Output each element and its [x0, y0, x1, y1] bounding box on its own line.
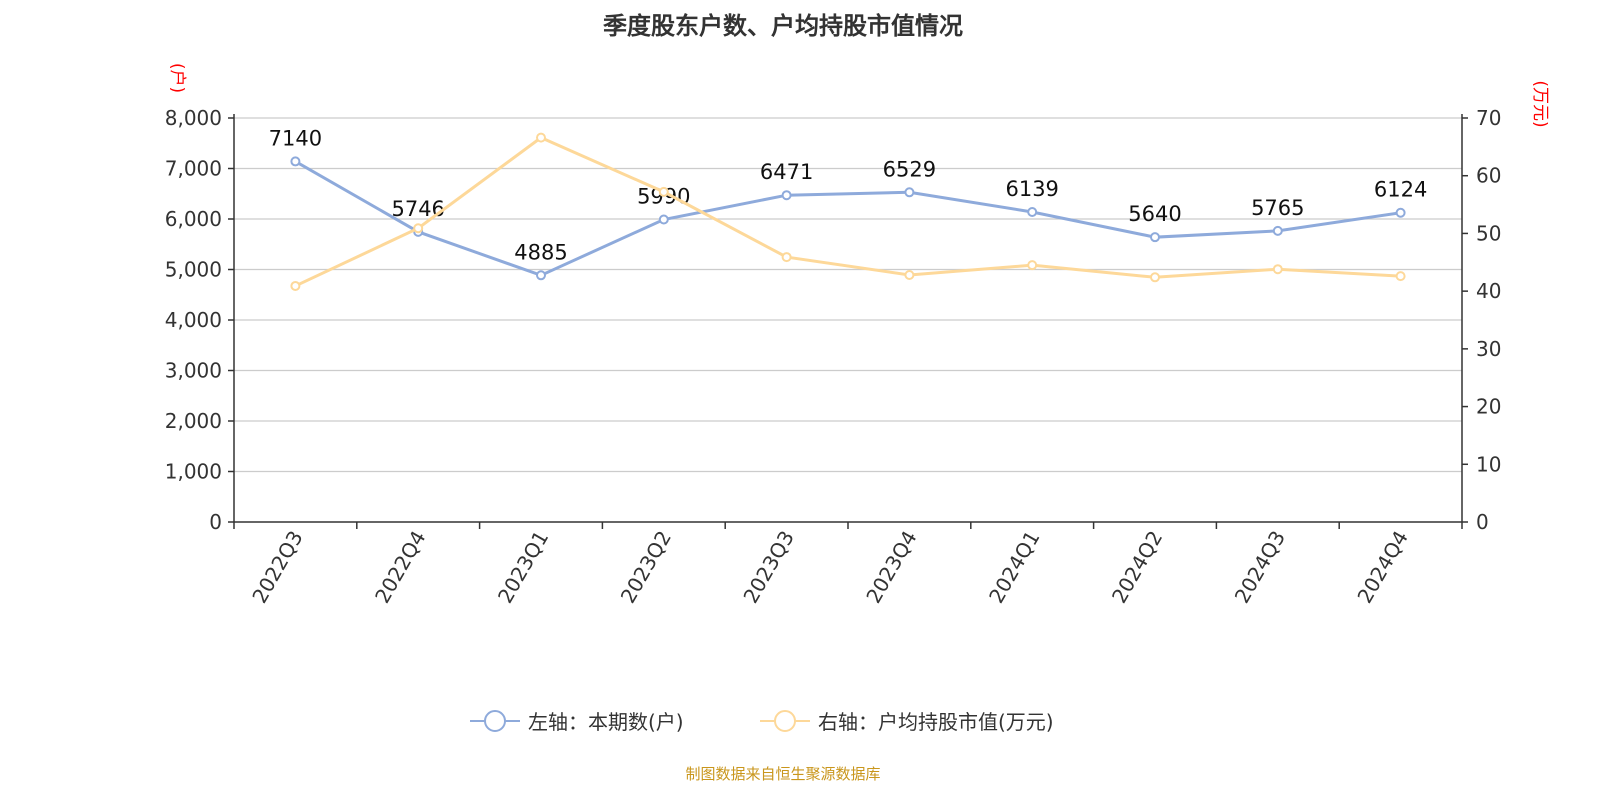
source-footer: 制图数据来自恒生聚源数据库	[685, 765, 881, 783]
left-axis-tick-label: 0	[209, 510, 222, 534]
data-point	[290, 280, 301, 291]
data-point	[1027, 206, 1038, 217]
legend-marker-icon	[774, 710, 796, 732]
left-axis-tick-label: 1,000	[165, 460, 222, 484]
data-label: 5746	[391, 197, 444, 221]
right-axis-tick-label: 60	[1476, 164, 1501, 188]
data-point	[658, 214, 669, 225]
x-axis-tick-label: 2024Q1	[984, 527, 1044, 608]
data-point	[904, 269, 915, 280]
data-point	[658, 186, 669, 197]
legend-label: 左轴：本期数(户)	[528, 710, 684, 734]
legend-label: 右轴：户均持股市值(万元)	[818, 710, 1054, 734]
x-axis-tick-label: 2024Q2	[1107, 527, 1167, 608]
data-point	[1272, 225, 1283, 236]
x-axis-tick-label: 2024Q4	[1352, 527, 1412, 608]
data-point	[1027, 260, 1038, 271]
data-label: 5640	[1128, 202, 1181, 226]
data-point	[781, 190, 792, 201]
x-axis-tick-label: 2023Q4	[861, 527, 921, 608]
x-axis-tick-label: 2023Q2	[616, 527, 676, 608]
left-axis-tick-label: 6,000	[165, 207, 222, 231]
right-axis-tick-label: 0	[1476, 510, 1489, 534]
x-axis-tick-label: 2023Q3	[738, 527, 798, 608]
right-axis-tick-label: 70	[1476, 106, 1501, 130]
left-axis-tick-label: 3,000	[165, 359, 222, 383]
data-label: 6529	[883, 157, 936, 181]
left-axis-tick-label: 7,000	[165, 157, 222, 181]
legend-marker-icon	[484, 710, 506, 732]
left-axis-tick-label: 4,000	[165, 308, 222, 332]
right-axis-tick-label: 50	[1476, 221, 1501, 245]
data-point	[1150, 232, 1160, 243]
x-axis-tick-label: 2022Q3	[247, 527, 307, 608]
data-label: 4885	[514, 240, 567, 264]
series-line-2	[294, 135, 1401, 288]
data-label: 6471	[760, 160, 813, 184]
right-axis-label: (万元)	[1530, 80, 1550, 127]
data-label: 6124	[1374, 178, 1427, 202]
data-point	[1272, 264, 1283, 275]
data-point	[413, 223, 424, 234]
data-point	[290, 156, 301, 167]
right-axis-tick-label: 20	[1476, 395, 1501, 419]
data-point	[1150, 272, 1160, 283]
data-label: 5765	[1251, 196, 1304, 220]
data-point	[536, 132, 546, 143]
data-point	[536, 270, 546, 281]
data-label: 6139	[1005, 177, 1058, 201]
chart-title: 季度股东户数、户均持股市值情况	[603, 12, 963, 40]
left-axis-tick-label: 2,000	[165, 409, 222, 433]
data-label: 7140	[269, 126, 322, 150]
right-axis-tick-label: 30	[1476, 337, 1501, 361]
data-point	[781, 252, 792, 263]
left-axis-label: (户)	[167, 63, 187, 93]
right-axis-tick-label: 10	[1476, 452, 1501, 476]
x-axis-tick-label: 2023Q1	[493, 527, 553, 608]
left-axis-tick-label: 5,000	[165, 258, 222, 282]
data-point	[904, 187, 915, 198]
series-line-1	[294, 160, 1401, 277]
x-axis-tick-label: 2022Q4	[370, 527, 430, 608]
x-axis-tick-label: 2024Q3	[1230, 527, 1290, 608]
data-point	[1395, 207, 1406, 218]
right-axis-tick-label: 40	[1476, 279, 1501, 303]
left-axis-tick-label: 8,000	[165, 106, 222, 130]
data-point	[1395, 271, 1406, 282]
